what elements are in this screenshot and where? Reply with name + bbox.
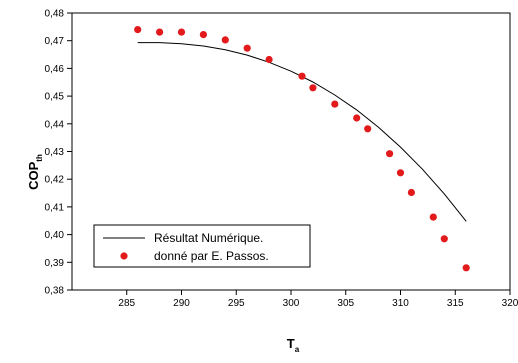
y-tick-label: 0,41 <box>45 202 65 213</box>
data-point <box>396 169 405 177</box>
data-point <box>199 30 207 39</box>
x-axis-label: Ta <box>287 336 300 354</box>
x-axis-label-sub: a <box>295 345 300 354</box>
data-point <box>309 84 317 92</box>
x-tick-label: 305 <box>337 298 354 309</box>
x-axis-label-main: T <box>287 336 295 351</box>
data-point <box>265 55 273 64</box>
y-axis-label-main: COP <box>26 161 41 190</box>
x-tick-label: 300 <box>283 298 300 309</box>
y-tick-label: 0,40 <box>45 230 65 241</box>
data-point <box>440 235 448 243</box>
y-axis-label: COPth <box>26 154 44 190</box>
data-point <box>407 188 415 197</box>
data-point <box>386 150 394 158</box>
y-tick-label: 0,46 <box>45 64 65 75</box>
y-tick-label: 0,38 <box>45 286 65 297</box>
x-tick-label: 295 <box>228 298 245 309</box>
x-tick-label: 290 <box>173 298 190 309</box>
y-axis-label-sub: th <box>35 154 44 162</box>
data-point <box>177 28 186 36</box>
series-line-numeric <box>137 42 467 222</box>
y-tick-label: 0,44 <box>45 119 65 130</box>
data-point <box>353 114 361 122</box>
x-tick-label: 320 <box>502 298 518 309</box>
legend-box <box>93 224 311 268</box>
legend-dot-symbol <box>120 252 128 260</box>
y-tick-label: 0,47 <box>45 36 65 47</box>
data-point <box>429 213 437 221</box>
data-point <box>364 125 372 133</box>
data-point <box>156 28 164 36</box>
y-tick-label: 0,48 <box>45 9 65 20</box>
plot-frame <box>71 12 511 291</box>
x-tick-label: 285 <box>118 298 135 309</box>
legend: Résultat Numérique. donné par E. Passos. <box>93 224 311 268</box>
data-point <box>134 26 142 34</box>
y-tick-label: 0,45 <box>45 92 65 103</box>
data-point <box>243 44 251 52</box>
data-point <box>331 100 339 108</box>
data-point <box>298 72 306 80</box>
y-tick-label: 0,43 <box>45 147 65 158</box>
legend-label-numeric: Résultat Numérique. <box>154 231 263 245</box>
x-tick-label: 310 <box>392 298 409 309</box>
legend-label-passos: donné par E. Passos. <box>154 249 269 263</box>
data-point <box>221 36 229 44</box>
y-tick-label: 0,39 <box>45 258 65 269</box>
y-tick-label: 0,42 <box>45 175 65 186</box>
x-tick-label: 315 <box>447 298 464 309</box>
data-point <box>462 264 470 272</box>
